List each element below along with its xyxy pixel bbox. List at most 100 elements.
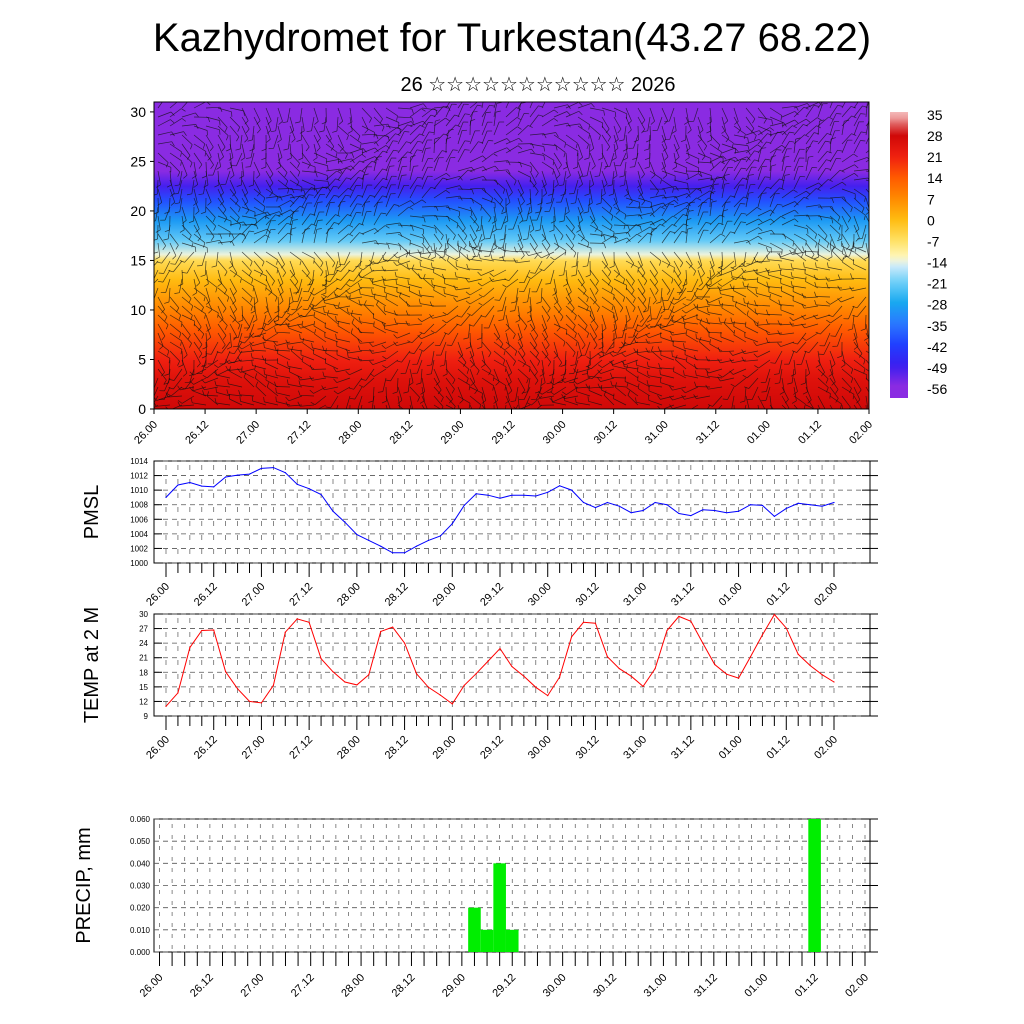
wind-barb <box>157 233 166 246</box>
wind-barb <box>359 251 363 266</box>
wind-barb-flag <box>805 190 811 195</box>
wind-barb-flag <box>496 102 502 104</box>
wind-barb <box>529 359 538 372</box>
wind-barb-flag <box>489 277 493 282</box>
wind-barb <box>577 269 585 283</box>
wind-barb-flag <box>419 400 425 404</box>
wind-barb-flag <box>752 118 756 124</box>
wind-barb <box>792 291 807 298</box>
wind-barb-flag <box>870 399 873 403</box>
wind-barb-flag <box>546 254 550 260</box>
wind-barb <box>649 218 663 226</box>
wind-barb-flag <box>285 322 289 328</box>
wind-barb <box>515 251 531 253</box>
wind-barb <box>517 148 532 154</box>
wind-barb <box>493 323 501 337</box>
wind-barb <box>817 159 827 172</box>
wind-barb <box>841 215 849 229</box>
wind-barb-flag <box>828 179 833 182</box>
wind-barb <box>744 359 759 362</box>
wind-barb-flag <box>232 318 237 323</box>
wind-barb <box>265 214 276 226</box>
wind-barb-flag <box>411 117 414 123</box>
wind-barb <box>661 269 674 279</box>
wind-barb <box>529 102 533 109</box>
wind-barb-flag <box>633 348 637 353</box>
wind-barb-flag <box>801 315 805 320</box>
wind-barb <box>253 228 268 235</box>
wind-barb-flag <box>861 207 865 213</box>
wind-barb <box>601 152 609 166</box>
wind-barb <box>625 224 637 235</box>
wind-barb-flag <box>793 391 798 395</box>
data-point <box>260 467 263 470</box>
wind-barb-flag <box>718 299 721 305</box>
wind-barb <box>829 169 841 181</box>
wind-barb-flag <box>814 132 819 135</box>
wind-barb-flag <box>615 237 617 243</box>
wind-barb-flag <box>169 379 175 381</box>
wind-barb <box>665 314 675 327</box>
wind-barb <box>154 287 159 300</box>
wind-barb <box>301 161 316 168</box>
wind-barb <box>421 139 428 154</box>
wind-barb <box>865 341 869 348</box>
wind-barb <box>205 323 212 338</box>
wind-barb <box>265 161 274 175</box>
wind-barb-flag <box>369 342 374 347</box>
wind-barb-flag <box>646 380 649 386</box>
wind-barb <box>709 116 712 132</box>
wind-barb-flag <box>520 255 525 260</box>
wind-barb <box>337 107 344 122</box>
wind-barb <box>563 260 567 275</box>
wind-barb-flag <box>803 106 809 110</box>
wind-barb <box>421 176 428 190</box>
wind-barb-flag <box>263 310 269 314</box>
wind-barb-flag <box>203 296 206 302</box>
wind-barb <box>685 202 691 217</box>
wind-barb <box>861 233 867 248</box>
wind-barb <box>853 206 866 216</box>
wind-barb-flag <box>231 241 235 246</box>
wind-barb <box>477 233 483 248</box>
wind-barb <box>300 125 303 141</box>
wind-barb <box>348 312 363 316</box>
wind-barb <box>835 323 843 337</box>
wind-barb <box>189 368 195 383</box>
wind-barb-flag <box>829 239 832 245</box>
wind-barb <box>841 359 854 370</box>
wind-barb <box>181 323 191 336</box>
wind-barb-flag <box>255 381 259 387</box>
wind-barb-flag <box>180 160 182 166</box>
wind-barb-flag <box>277 157 283 161</box>
wind-barb-flag <box>351 318 355 324</box>
x-tick-label: 01.00 <box>717 581 745 609</box>
wind-barb <box>541 242 550 255</box>
wind-barb <box>237 332 243 347</box>
wind-barb <box>277 260 286 273</box>
wind-barb <box>493 138 508 145</box>
wind-barb-flag <box>720 151 722 157</box>
wind-barb-flag <box>443 288 445 294</box>
wind-barb <box>241 197 250 211</box>
wind-barb <box>241 269 254 279</box>
wind-barb <box>709 222 720 235</box>
wind-barb-flag <box>333 367 337 373</box>
wind-barb <box>397 107 413 110</box>
wind-barb <box>722 278 735 287</box>
wind-barb-flag <box>466 97 471 98</box>
wind-barb-flag <box>831 198 835 204</box>
wind-barb <box>327 314 339 325</box>
wind-barb <box>169 108 182 118</box>
wind-barb <box>589 188 593 203</box>
wind-barb <box>553 350 563 363</box>
wind-barb <box>502 233 507 248</box>
wind-barb-flag <box>275 370 277 376</box>
wind-barb-flag <box>182 272 188 274</box>
wind-barb-flag <box>561 394 565 399</box>
wind-barb <box>589 170 595 185</box>
wind-barb-flag <box>411 264 415 270</box>
wind-barb <box>229 260 238 274</box>
wind-barb-flag <box>179 229 185 233</box>
wind-barb <box>573 359 579 374</box>
